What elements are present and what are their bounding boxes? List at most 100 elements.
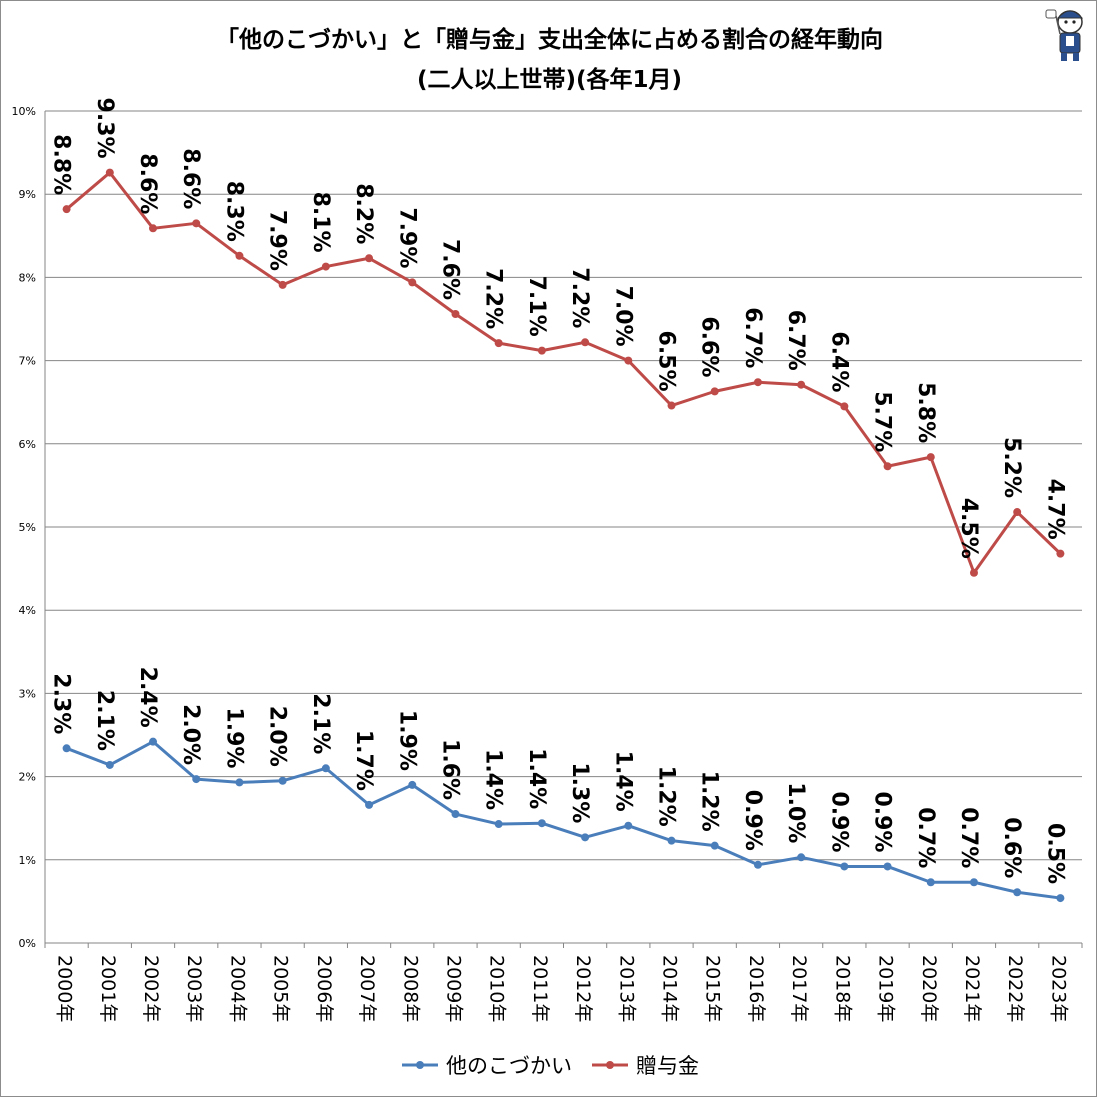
y-tick-label: 4% (19, 604, 36, 617)
x-tick-label: 2005年 (270, 955, 292, 1022)
data-point (710, 387, 719, 396)
x-tick-label: 2020年 (918, 955, 940, 1022)
chart-title-line1: 「他のこづかい」と「贈与金」支出全体に占める割合の経年動向 (216, 27, 883, 53)
data-point (278, 280, 287, 289)
y-tick-label: 10% (12, 105, 36, 118)
series-line-0 (66, 740, 1061, 900)
data-label: 2.3% (49, 673, 74, 734)
data-point (451, 810, 460, 819)
y-tick-label: 8% (19, 271, 36, 284)
data-label: 6.6% (697, 316, 722, 377)
data-point (797, 853, 806, 862)
x-tick-label: 2012年 (572, 955, 594, 1022)
data-label: 2.0% (178, 704, 203, 765)
x-tick-label: 2000年 (54, 955, 76, 1022)
x-tick-label: 2011年 (529, 955, 551, 1022)
data-point (192, 219, 201, 228)
data-point (149, 737, 158, 746)
data-point (105, 760, 114, 769)
data-point (797, 380, 806, 389)
data-point (451, 310, 460, 319)
x-tick-label: 2016年 (745, 955, 767, 1022)
data-label: 6.7% (783, 310, 808, 371)
data-point (710, 841, 719, 850)
y-tick-label: 7% (19, 355, 36, 368)
data-point (667, 401, 676, 410)
legend-label: 他のこづかい (446, 1054, 572, 1078)
data-label: 2.1% (92, 690, 117, 751)
data-label: 1.9% (394, 710, 419, 771)
data-label: 0.5% (1042, 823, 1067, 884)
data-point (235, 778, 244, 787)
data-label: 7.2% (481, 268, 506, 329)
data-label: 1.4% (524, 748, 549, 809)
data-point (667, 836, 676, 845)
data-point (1013, 508, 1022, 517)
y-tick-label: 2% (19, 771, 36, 784)
data-point (840, 862, 849, 871)
data-point (624, 821, 633, 830)
data-point (581, 833, 590, 842)
y-tick-label: 5% (19, 521, 36, 534)
data-label: 1.4% (481, 749, 506, 810)
x-tick-label: 2004年 (226, 955, 248, 1022)
data-label: 7.1% (524, 276, 549, 337)
chart-legend: 他のこづかい 贈与金 (0, 1050, 1099, 1080)
data-point (365, 254, 374, 263)
x-tick-label: 2006年 (313, 955, 335, 1022)
data-label: 9.3% (92, 98, 117, 159)
data-label: 1.2% (654, 766, 679, 827)
data-label: 0.9% (740, 790, 765, 851)
x-tick-label: 2023年 (1047, 955, 1069, 1022)
x-tick-label: 2022年 (1004, 955, 1026, 1022)
data-label: 1.4% (610, 751, 635, 812)
data-series (62, 168, 1065, 903)
data-label: 0.7% (956, 807, 981, 868)
gridlines (45, 110, 1082, 861)
data-label: 1.3% (567, 762, 592, 823)
data-point (883, 462, 892, 471)
data-point (365, 800, 374, 809)
data-point (624, 356, 633, 365)
y-tick-label: 1% (19, 854, 36, 867)
data-point (969, 878, 978, 887)
data-point (321, 262, 330, 271)
data-label: 4.5% (956, 498, 981, 559)
x-tick-label: 2013年 (615, 955, 637, 1022)
data-point (321, 764, 330, 773)
data-point (581, 338, 590, 347)
data-labels: 2.3% 2.1% 2.4% 2.0% 1.9% 2.0% 2.1% 1.7% 1.9% 1.6%… (49, 98, 1068, 885)
data-point (1056, 894, 1065, 903)
data-point (62, 744, 71, 753)
data-label: 0.9% (870, 791, 895, 852)
y-tick-label: 9% (19, 188, 36, 201)
x-tick-labels: 2000年 2001年 2002年 2003年 2004年 2005年 2006年 2007年… (54, 955, 1070, 1022)
data-label: 2.0% (265, 706, 290, 767)
y-tick-label: 3% (19, 687, 36, 700)
x-tick-label: 2018年 (831, 955, 853, 1022)
data-label: 7.2% (567, 267, 592, 328)
data-point (278, 776, 287, 785)
data-point (105, 168, 114, 177)
data-label: 7.6% (437, 239, 462, 300)
x-tick-label: 2014年 (659, 955, 681, 1022)
data-label: 8.6% (178, 148, 203, 209)
data-label: 6.5% (654, 331, 679, 392)
data-label: 6.7% (740, 307, 765, 368)
y-tick-label: 0% (19, 937, 36, 950)
data-label: 8.8% (49, 134, 74, 195)
data-label: 1.2% (697, 771, 722, 832)
data-label: 1.9% (221, 707, 246, 768)
y-tick-labels: 0% 1% 2% 3% 4% 5% 6% 7% 8% 9% 10% (12, 105, 36, 950)
x-tick-label: 2019年 (875, 955, 897, 1022)
data-point (883, 862, 892, 871)
x-tick-label: 2010年 (486, 955, 508, 1022)
axes (44, 111, 1083, 948)
x-tick-label: 2017年 (788, 955, 810, 1022)
data-label: 5.7% (870, 391, 895, 452)
data-label: 7.0% (610, 286, 635, 347)
data-label: 2.4% (135, 667, 160, 728)
data-label: 2.1% (308, 693, 333, 754)
data-label: 5.2% (999, 437, 1024, 498)
